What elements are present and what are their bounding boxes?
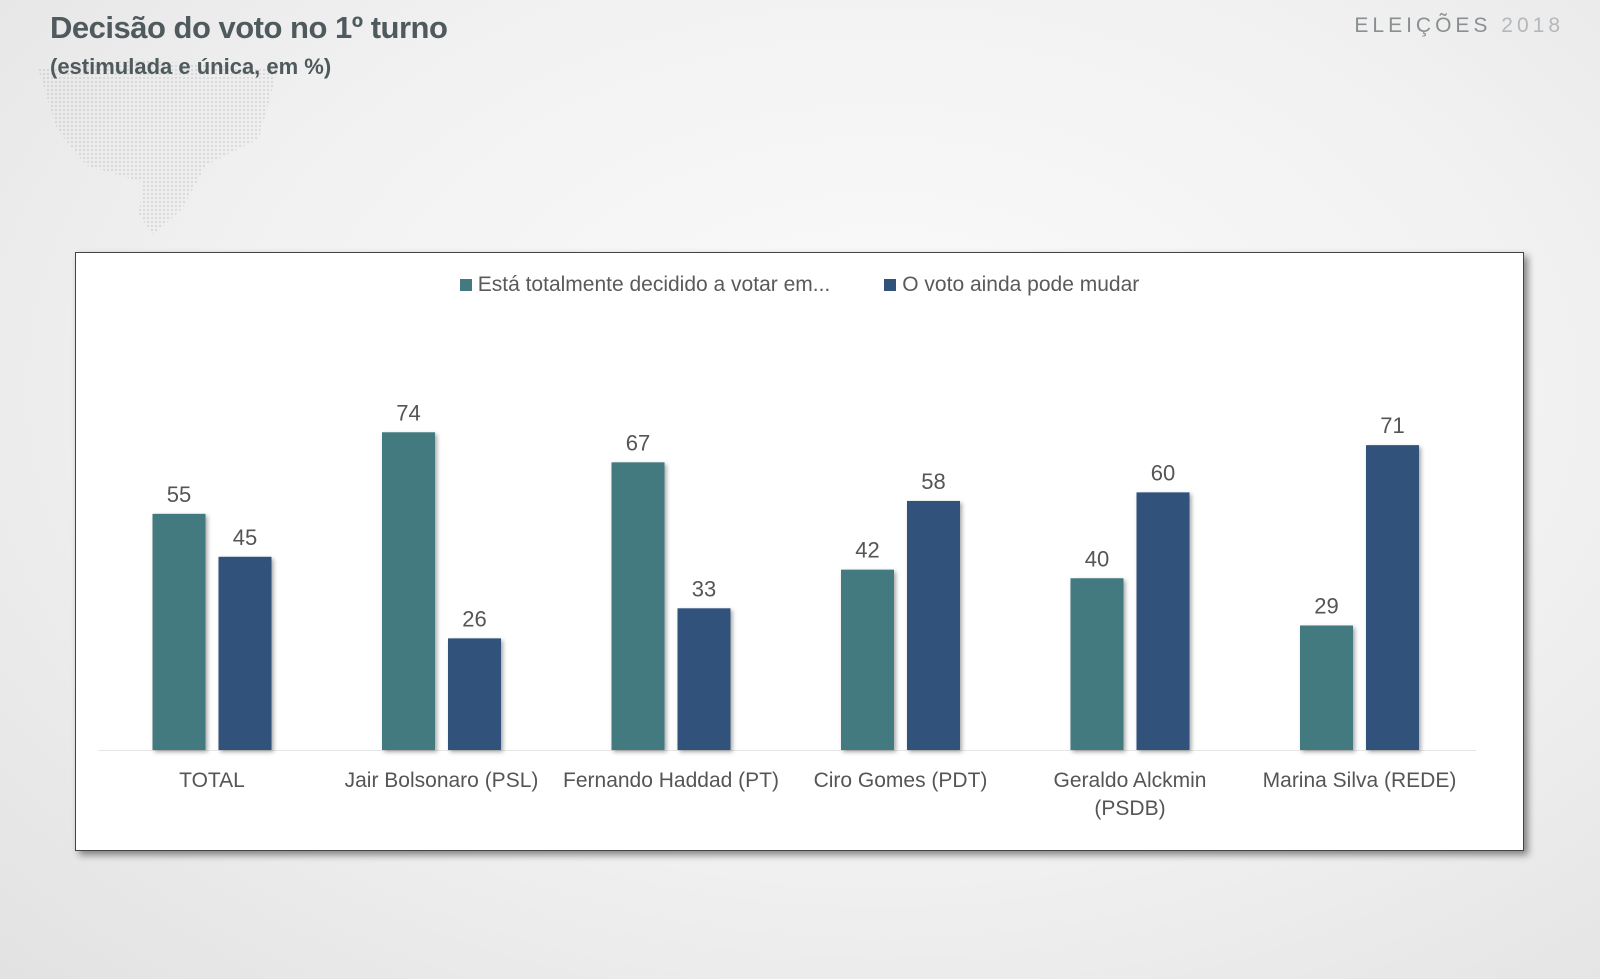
bar-may-change-jair-bolsonaro-psl — [448, 638, 501, 750]
chart-legend: Está totalmente decidido a votar em... O… — [76, 273, 1523, 297]
brand-main: ELEIÇÕES — [1354, 14, 1492, 37]
brand-logo: ELEIÇÕES 2018 — [1354, 14, 1564, 38]
brazil-map-decoration — [38, 60, 278, 235]
bar-may-change-fernando-haddad-pt — [677, 608, 731, 750]
category-label-ciro-gomes-pdt: Ciro Gomes (PDT) — [814, 769, 988, 792]
bar-decided-marina-silva-rede — [1300, 625, 1353, 750]
bar-decided-ciro-gomes-pdt — [841, 569, 894, 750]
category-label-line: Geraldo Alckmin — [1054, 769, 1207, 792]
category-label-line: Ciro Gomes (PDT) — [814, 769, 988, 792]
category-label-geraldo-alckmin-psdb: Geraldo Alckmin (PSDB) — [1054, 769, 1207, 820]
value-label-may-change-geraldo-alckmin-psdb: 60 — [1151, 460, 1175, 485]
bar-may-change-ciro-gomes-pdt — [907, 500, 960, 750]
value-label-may-change-marina-silva-rede: 71 — [1380, 413, 1404, 438]
category-label-total: TOTAL — [179, 769, 245, 792]
bar-decided-jair-bolsonaro-psl — [382, 432, 435, 750]
page-subtitle: (estimulada e única, em %) — [50, 54, 332, 79]
category-label-line: TOTAL — [179, 769, 245, 792]
value-label-decided-fernando-haddad-pt: 67 — [626, 430, 650, 455]
bar-chart: 55 45 TOTAL 74 26 Jair Bolsonaro (PSL) 67 33 Fer… — [98, 400, 1476, 820]
value-label-decided-ciro-gomes-pdt: 42 — [855, 538, 879, 563]
category-label-line: Jair Bolsonaro (PSL) — [345, 769, 539, 792]
chart-container: Está totalmente decidido a votar em... O… — [75, 252, 1524, 851]
value-label-decided-total: 55 — [167, 482, 191, 507]
category-label-line: Marina Silva (REDE) — [1263, 769, 1457, 792]
category-label-line: Fernando Haddad (PT) — [563, 769, 779, 792]
legend-swatch-may-change — [884, 279, 897, 291]
value-label-decided-geraldo-alckmin-psdb: 40 — [1085, 546, 1109, 571]
value-label-may-change-ciro-gomes-pdt: 58 — [921, 469, 945, 494]
value-label-may-change-jair-bolsonaro-psl: 26 — [462, 606, 486, 631]
bar-decided-geraldo-alckmin-psdb — [1070, 578, 1124, 750]
legend-item-decided: Está totalmente decidido a votar em... — [459, 273, 831, 297]
legend-label-decided: Está totalmente decidido a votar em... — [477, 273, 831, 296]
category-label-fernando-haddad-pt: Fernando Haddad (PT) — [563, 769, 779, 792]
bar-decided-total — [152, 513, 206, 750]
category-label-line: (PSDB) — [1094, 797, 1165, 820]
page-title: Decisão do voto no 1º turno — [50, 10, 448, 45]
category-label-jair-bolsonaro-psl: Jair Bolsonaro (PSL) — [345, 769, 539, 792]
value-label-may-change-fernando-haddad-pt: 33 — [692, 576, 716, 601]
category-label-marina-silva-rede: Marina Silva (REDE) — [1263, 769, 1457, 792]
legend-item-may-change: O voto ainda pode mudar — [884, 273, 1139, 297]
bar-may-change-marina-silva-rede — [1366, 445, 1419, 750]
legend-swatch-decided — [459, 279, 472, 291]
value-label-decided-jair-bolsonaro-psl: 74 — [396, 400, 420, 425]
value-label-decided-marina-silva-rede: 29 — [1314, 593, 1338, 618]
bar-may-change-geraldo-alckmin-psdb — [1136, 492, 1190, 750]
bar-may-change-total — [218, 556, 272, 750]
value-label-may-change-total: 45 — [233, 525, 257, 550]
brand-year: 2018 — [1501, 14, 1564, 37]
bar-decided-fernando-haddad-pt — [611, 462, 665, 750]
legend-label-may-change: O voto ainda pode mudar — [902, 273, 1140, 296]
